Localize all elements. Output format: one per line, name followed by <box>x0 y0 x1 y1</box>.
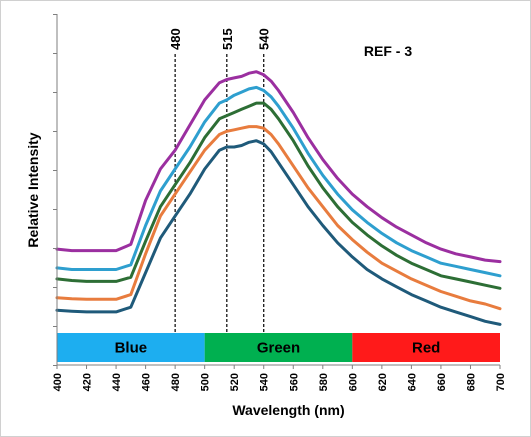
x-tick-label: 480 <box>170 373 182 391</box>
wavelength-markers: 480 515 540 <box>168 28 272 333</box>
x-axis-title: Wavelength (nm) <box>232 402 344 418</box>
x-tick-label: 460 <box>141 373 153 391</box>
x-tick-label: 520 <box>229 373 241 391</box>
y-axis-ticks <box>53 14 57 366</box>
x-tick-label: 440 <box>111 373 123 391</box>
series-lines <box>55 70 502 326</box>
band-label-blue: Blue <box>115 340 148 357</box>
x-axis-ticks: 400 420 440 460 480 500 520 540 560 580 600 620 640 6… <box>52 365 507 391</box>
x-tick-label: 700 <box>495 373 507 391</box>
series-line-4 <box>55 125 502 311</box>
marker-label-480: 480 <box>168 28 183 50</box>
band-green <box>204 333 353 362</box>
band-label-green: Green <box>257 340 300 357</box>
marker-label-515: 515 <box>220 28 235 50</box>
series-line-5 <box>55 139 502 326</box>
series-line-2 <box>55 85 502 278</box>
x-tick-label: 500 <box>200 373 212 391</box>
band-label-red: Red <box>412 340 440 357</box>
x-tick-label: 540 <box>259 373 271 391</box>
x-tick-label: 680 <box>465 373 477 391</box>
x-tick-label: 420 <box>82 373 94 391</box>
x-tick-label: 620 <box>377 373 389 391</box>
chart-title: REF - 3 <box>364 43 412 59</box>
y-axis-title: Relative Intensity <box>25 132 41 247</box>
band-blue <box>57 333 205 362</box>
x-tick-label: 580 <box>318 373 330 391</box>
x-tick-label: 600 <box>347 373 359 391</box>
band-red <box>352 333 500 362</box>
series-line-3 <box>55 101 502 290</box>
series-line-1 <box>55 70 502 264</box>
x-tick-label: 560 <box>288 373 300 391</box>
x-tick-label: 640 <box>406 373 418 391</box>
marker-label-540: 540 <box>257 28 272 50</box>
x-tick-label: 660 <box>436 373 448 391</box>
x-tick-label: 400 <box>52 373 64 391</box>
color-bands: Blue Green Red <box>57 333 500 362</box>
